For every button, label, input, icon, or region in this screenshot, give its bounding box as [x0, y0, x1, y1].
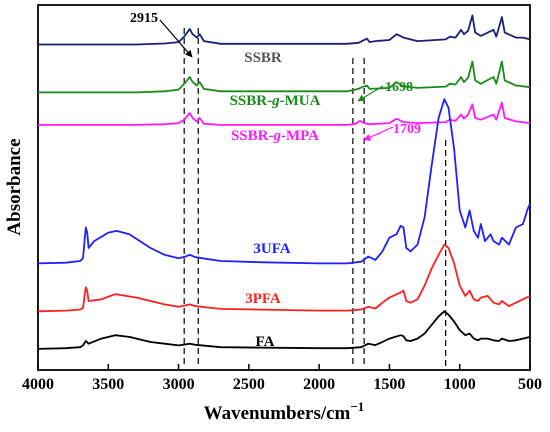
series-label: 3PFA: [245, 291, 281, 307]
series-labels: SSBR SSBR-g-MUA SSBR-g-MPA 3UFA 3PFA FA: [230, 50, 321, 350]
annotation-label: 1698: [385, 80, 413, 95]
series-line-fa: [37, 310, 531, 350]
series-label: SSBR: [244, 50, 282, 66]
annotation-arrow: [357, 85, 384, 102]
series-line-3pfa: [37, 243, 531, 313]
x-axis-ticks: 4000 3500 3000 2500 2000 1500 1000 500: [22, 364, 542, 393]
series-label: SSBR-g-MUA: [230, 93, 321, 109]
x-tick-label: 4000: [22, 376, 54, 393]
series-line-ssbr: [38, 14, 531, 46]
x-tick-label: 3500: [92, 376, 124, 393]
x-tick-label: 1500: [373, 376, 405, 393]
series-label: FA: [256, 334, 275, 350]
annotation-arrow: [363, 126, 394, 141]
x-tick-label: 2000: [303, 376, 335, 393]
series-label: SSBR-g-MPA: [231, 128, 319, 144]
x-tick-label: 3000: [163, 376, 195, 393]
annotation-label: 1709: [393, 122, 421, 137]
series-line-3ufa: [37, 98, 531, 265]
reference-lines: [183, 28, 447, 366]
series-group: [37, 14, 531, 350]
series-label: 3UFA: [253, 241, 290, 257]
annotation-arrow: [159, 19, 193, 58]
plot-frame: [37, 4, 531, 371]
x-tick-label: 2500: [233, 376, 265, 393]
y-axis-title: Absorbance: [4, 138, 25, 235]
x-tick-label: 1000: [444, 376, 476, 393]
series-line-ssbr-g-mpa: [38, 101, 531, 126]
series-line-ssbr-g-mua: [38, 60, 531, 94]
annotations: 2915 1698 1709: [130, 11, 421, 141]
x-axis-title: Wavenumbers/cm−1: [204, 399, 365, 424]
x-tick-label: 500: [518, 376, 542, 393]
annotation-label: 2915: [130, 11, 158, 26]
